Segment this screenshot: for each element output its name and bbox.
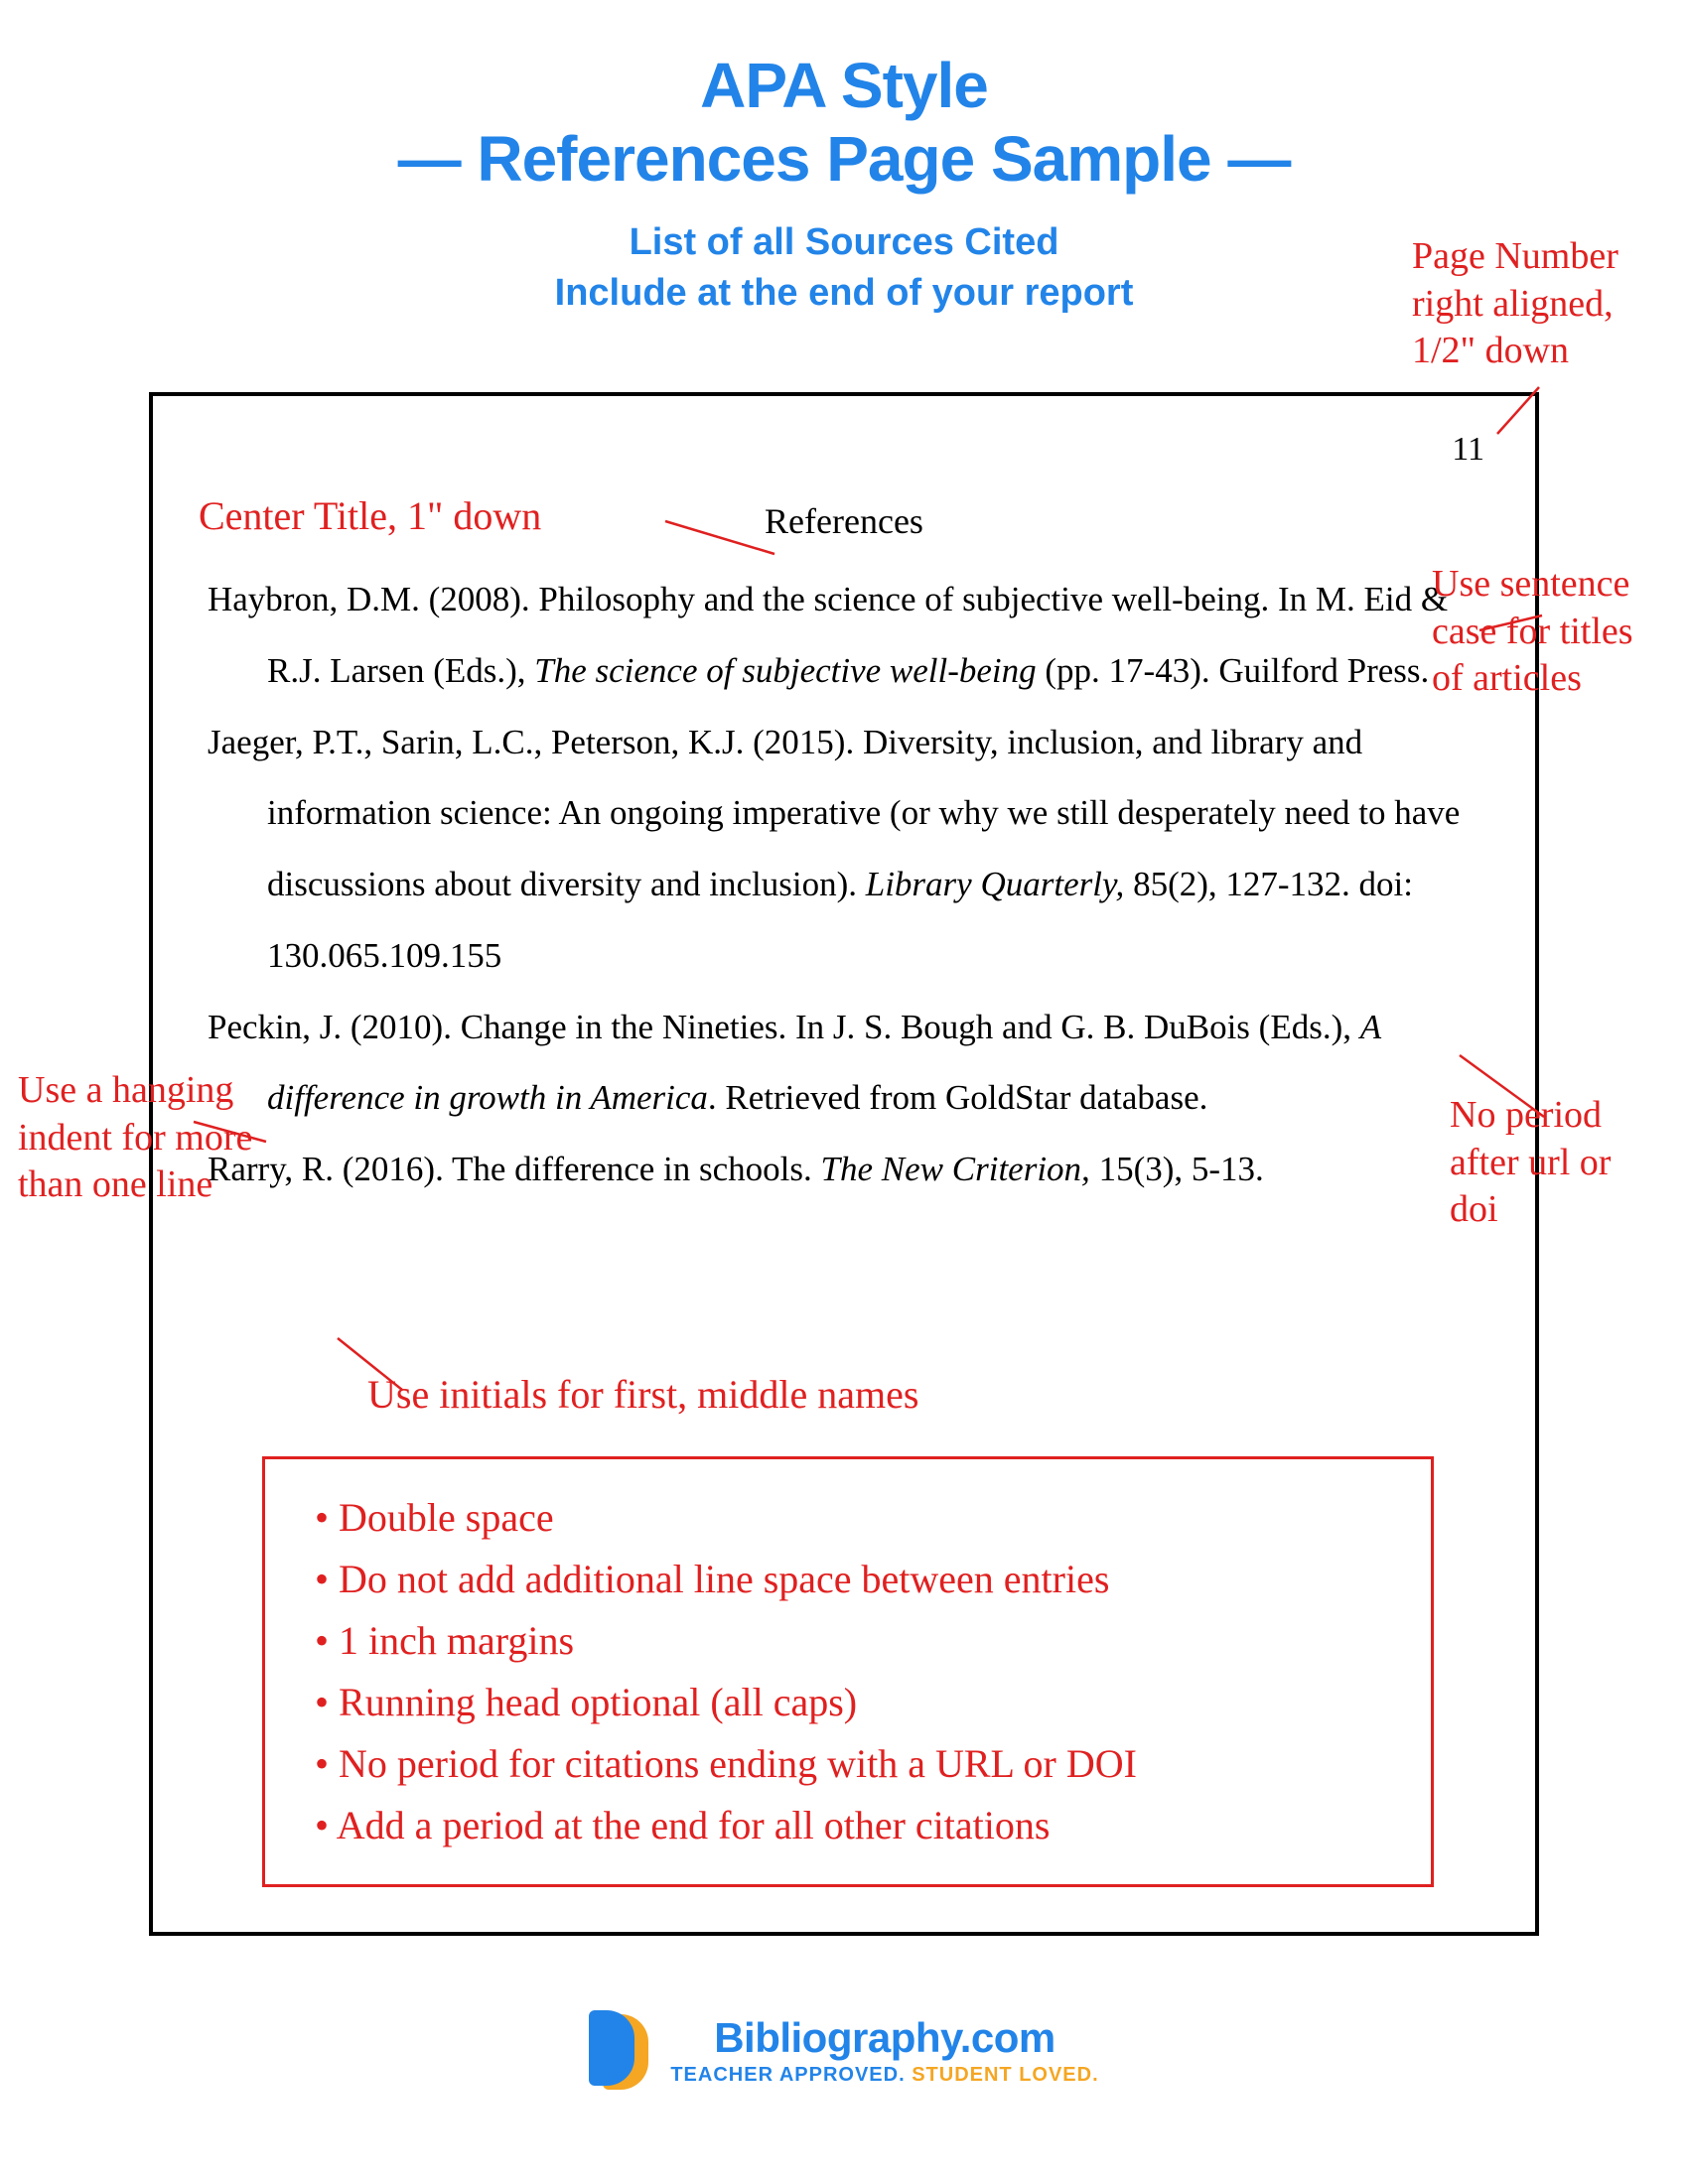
references-page: 11 References Haybron, D.M. (2008). Phil… (149, 392, 1539, 1936)
annotation-center-title: Center Title, 1" down (199, 491, 541, 541)
logo-icon (589, 2010, 652, 2090)
rule-item: No period for citations ending with a UR… (315, 1733, 1397, 1795)
reference-entry: Rarry, R. (2016). The difference in scho… (208, 1134, 1486, 1205)
reference-entry: Jaeger, P.T., Sarin, L.C., Peterson, K.J… (208, 707, 1486, 992)
annotation-sentence-case: Use sentence case for titles of articles (1432, 561, 1670, 703)
rule-item: Do not add additional line space between… (315, 1549, 1397, 1610)
references-body: Haybron, D.M. (2008). Philosophy and the… (198, 564, 1490, 1205)
rule-item: Double space (315, 1487, 1397, 1549)
rule-item: 1 inch margins (315, 1610, 1397, 1672)
annotation-hanging-indent: Use a hanging indent for more than one l… (18, 1067, 256, 1209)
reference-entry: Peckin, J. (2010). Change in the Ninetie… (208, 992, 1486, 1135)
title-line2: — References Page Sample — (0, 123, 1688, 197)
annotation-initials: Use initials for first, middle names (367, 1370, 918, 1420)
title-line1: APA Style (0, 50, 1688, 123)
annotation-no-period: No period after url or doi (1450, 1092, 1658, 1234)
rule-item: Running head optional (all caps) (315, 1672, 1397, 1733)
footer: Bibliography.com TEACHER APPROVED. STUDE… (0, 2010, 1688, 2095)
footer-brand: Bibliography.com (670, 2014, 1098, 2062)
reference-entry: Haybron, D.M. (2008). Philosophy and the… (208, 564, 1486, 707)
rule-item: Add a period at the end for all other ci… (315, 1795, 1397, 1856)
page-number: 11 (198, 431, 1490, 469)
rules-box: Double spaceDo not add additional line s… (262, 1456, 1434, 1887)
footer-tagline: TEACHER APPROVED. STUDENT LOVED. (670, 2064, 1098, 2087)
annotation-page-number: Page Number right aligned, 1/2" down (1412, 233, 1660, 375)
